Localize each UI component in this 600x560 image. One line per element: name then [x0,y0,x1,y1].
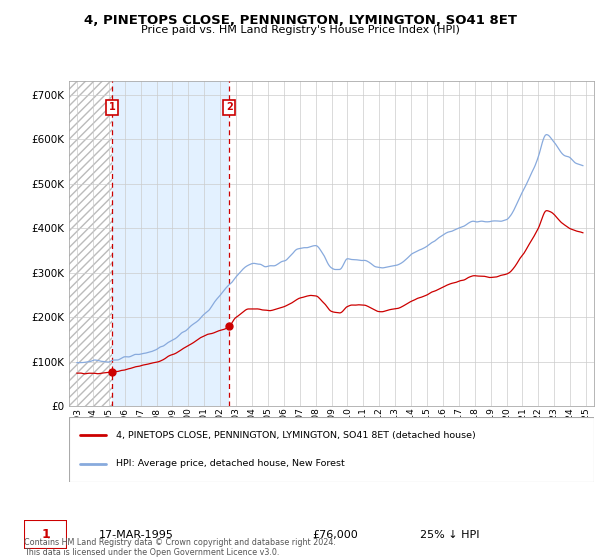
FancyBboxPatch shape [69,417,594,482]
Text: 17-MAR-1995: 17-MAR-1995 [99,530,174,540]
Text: 1: 1 [109,102,115,112]
Bar [112,81,229,406]
Bar [69,81,112,406]
Text: 4, PINETOPS CLOSE, PENNINGTON, LYMINGTON, SO41 8ET: 4, PINETOPS CLOSE, PENNINGTON, LYMINGTON… [83,14,517,27]
Text: Contains HM Land Registry data © Crown copyright and database right 2024.
This d: Contains HM Land Registry data © Crown c… [24,538,336,557]
Text: 1: 1 [41,528,50,542]
Text: 4, PINETOPS CLOSE, PENNINGTON, LYMINGTON, SO41 8ET (detached house): 4, PINETOPS CLOSE, PENNINGTON, LYMINGTON… [116,431,476,440]
Text: 2: 2 [226,102,233,112]
Text: HPI: Average price, detached house, New Forest: HPI: Average price, detached house, New … [116,459,345,468]
FancyBboxPatch shape [24,520,67,549]
Text: Price paid vs. HM Land Registry's House Price Index (HPI): Price paid vs. HM Land Registry's House … [140,25,460,35]
Bar [229,81,594,406]
Text: £76,000: £76,000 [312,530,358,540]
Text: 25% ↓ HPI: 25% ↓ HPI [420,530,479,540]
